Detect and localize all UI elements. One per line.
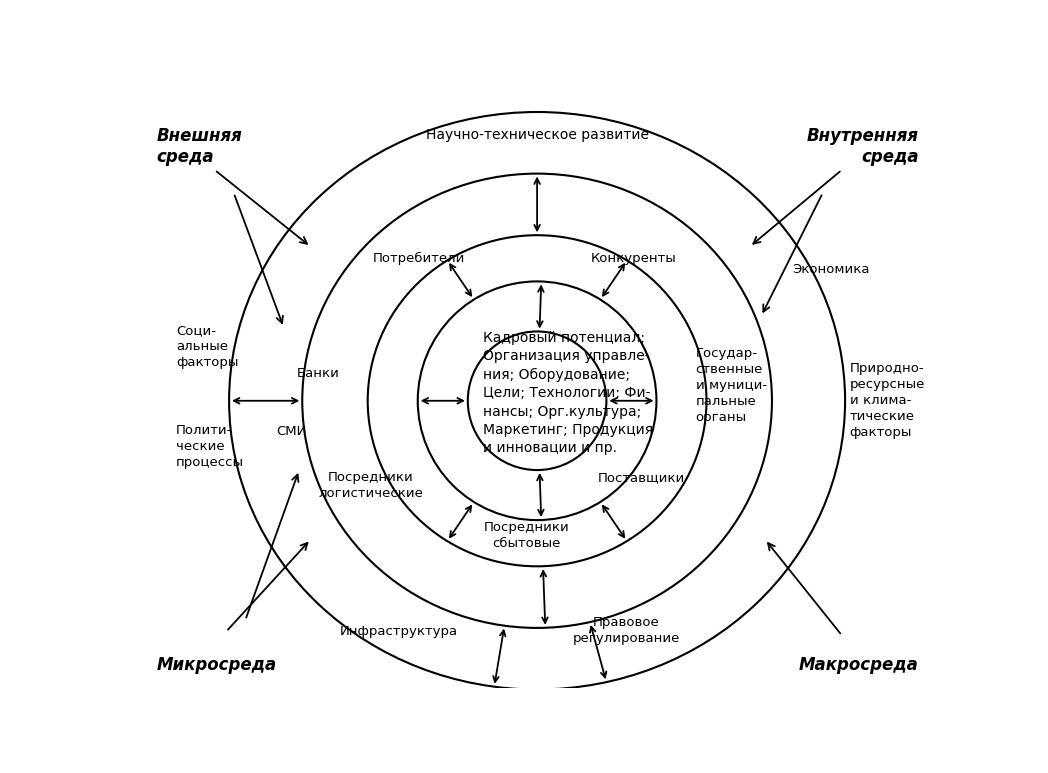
Text: Экономика: Экономика [792,264,870,277]
Text: Научно-техническое развитие: Научно-техническое развитие [425,128,649,142]
Text: Посредники
сбытовые: Посредники сбытовые [483,521,569,550]
Text: Внешняя
среда: Внешняя среда [157,128,242,166]
Text: Посредники
логистические: Посредники логистические [319,471,423,500]
Text: Правовое
регулирование: Правовое регулирование [573,616,680,645]
Text: Полити-
ческие
процессы: Полити- ческие процессы [176,424,244,469]
Text: Природно-
ресурсные
и клима-
тические
факторы: Природно- ресурсные и клима- тические фа… [850,363,925,439]
Text: Поставщики: Поставщики [598,472,685,484]
Text: Кадровый потенциал;
Организация управле-
ния; Оборудование;
Цели; Технологии; Фи: Кадровый потенциал; Организация управле-… [483,331,653,455]
Text: Банки: Банки [297,367,340,380]
Text: Соци-
альные
факторы: Соци- альные факторы [176,325,238,369]
Text: Микросреда: Микросреда [157,656,277,674]
Text: Инфраструктура: Инфраструктура [341,625,458,638]
Text: Макросреда: Макросреда [800,656,919,674]
Text: Конкуренты: Конкуренты [591,252,677,265]
Text: Потребители: Потребители [372,252,464,265]
Text: Внутренняя
среда: Внутренняя среда [807,128,919,166]
Text: СМИ: СМИ [277,425,307,438]
Text: Государ-
ственные
и муници-
пальные
органы: Государ- ственные и муници- пальные орга… [696,347,767,424]
